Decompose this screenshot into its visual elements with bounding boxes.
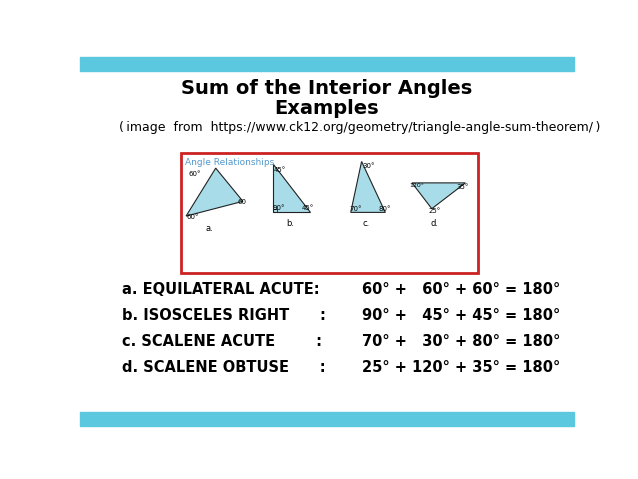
Text: 70°: 70°	[349, 205, 362, 212]
Text: b.: b.	[286, 219, 294, 228]
Text: 120°: 120°	[410, 183, 424, 188]
Text: d. SCALENE OBTUSE      :: d. SCALENE OBTUSE :	[122, 360, 325, 375]
Text: ( image  from  https://www.ck12.org/geometry/triangle-angle-sum-theorem/ ): ( image from https://www.ck12.org/geomet…	[119, 121, 601, 134]
Text: Examples: Examples	[275, 99, 379, 118]
Polygon shape	[272, 164, 309, 212]
Text: 60°: 60°	[189, 171, 201, 177]
Text: 70° +   30° + 80° = 180°: 70° + 30° + 80° = 180°	[362, 334, 560, 349]
Text: 60°: 60°	[186, 214, 198, 220]
Text: Enzo Exposyto: Enzo Exposyto	[286, 413, 367, 423]
Text: 80°: 80°	[378, 205, 391, 212]
Text: 60° +   60° + 60° = 180°: 60° + 60° + 60° = 180°	[362, 282, 560, 297]
Bar	[80, 57, 574, 71]
Text: c.: c.	[363, 219, 370, 228]
Text: 45°: 45°	[274, 167, 286, 172]
Bar	[272, 209, 276, 212]
Text: 90°: 90°	[272, 205, 285, 211]
Text: Sum of the Interior Angles: Sum of the Interior Angles	[181, 80, 473, 98]
Text: 35°: 35°	[457, 183, 469, 190]
Text: a. EQUILATERAL ACUTE:: a. EQUILATERAL ACUTE:	[122, 282, 320, 297]
Polygon shape	[186, 168, 243, 216]
Text: 25°: 25°	[429, 208, 441, 214]
Polygon shape	[412, 183, 466, 209]
Text: c. SCALENE ACUTE        :: c. SCALENE ACUTE :	[122, 334, 322, 349]
Text: Angle Relationships: Angle Relationships	[185, 158, 274, 167]
Bar	[80, 412, 574, 426]
Text: 60: 60	[238, 199, 247, 205]
Text: b. ISOSCELES RIGHT      :: b. ISOSCELES RIGHT :	[122, 308, 325, 323]
Text: 45°: 45°	[301, 205, 313, 211]
Bar	[181, 153, 478, 273]
Text: d.: d.	[430, 219, 438, 228]
Text: a.: a.	[205, 224, 213, 233]
Text: 25° + 120° + 35° = 180°: 25° + 120° + 35° = 180°	[362, 360, 560, 375]
Text: 30°: 30°	[362, 163, 375, 170]
Polygon shape	[351, 161, 385, 212]
Text: 90° +   45° + 45° = 180°: 90° + 45° + 45° = 180°	[362, 308, 560, 323]
Text: 39: 39	[543, 413, 557, 423]
